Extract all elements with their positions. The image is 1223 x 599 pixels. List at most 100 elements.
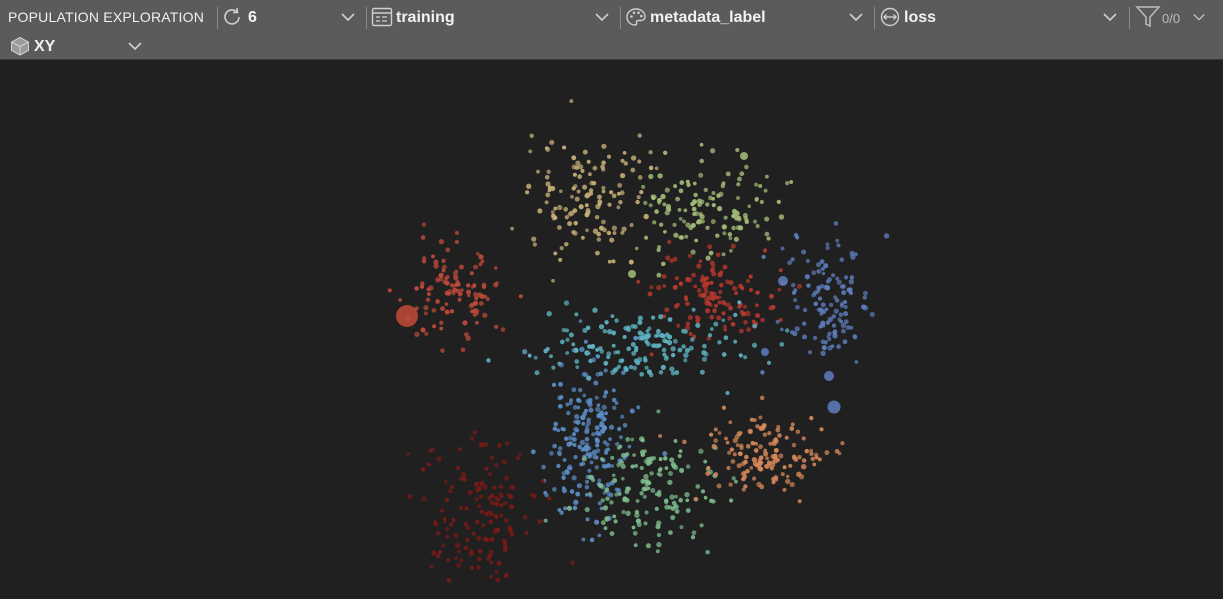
data-point[interactable] <box>525 190 530 195</box>
data-point[interactable] <box>545 192 551 198</box>
data-point[interactable] <box>560 426 565 431</box>
data-point[interactable] <box>820 339 826 345</box>
data-point[interactable] <box>445 247 451 253</box>
data-point[interactable] <box>414 331 420 338</box>
data-point[interactable] <box>643 356 647 360</box>
data-point[interactable] <box>719 282 724 288</box>
data-point[interactable] <box>843 304 848 310</box>
data-point[interactable] <box>612 514 617 519</box>
data-point[interactable] <box>688 332 693 336</box>
data-point[interactable] <box>667 479 673 486</box>
data-point[interactable] <box>754 441 758 446</box>
data-point[interactable] <box>414 286 419 291</box>
data-point[interactable] <box>476 535 482 541</box>
data-point[interactable] <box>844 275 849 280</box>
data-point[interactable] <box>764 231 770 237</box>
data-point[interactable] <box>718 289 723 295</box>
data-point[interactable] <box>617 491 622 496</box>
data-point[interactable] <box>657 173 663 179</box>
data-point[interactable] <box>790 257 795 262</box>
data-point[interactable] <box>656 492 662 498</box>
data-point[interactable] <box>439 277 444 282</box>
data-point[interactable] <box>570 560 575 566</box>
data-point[interactable] <box>761 254 766 259</box>
data-point[interactable] <box>802 321 807 326</box>
data-point[interactable] <box>460 288 464 292</box>
data-point[interactable] <box>711 196 716 201</box>
data-point[interactable] <box>664 466 669 470</box>
data-point[interactable] <box>467 489 473 496</box>
data-point[interactable] <box>451 517 456 523</box>
data-point[interactable] <box>644 339 649 344</box>
data-point[interactable] <box>755 303 759 308</box>
data-point[interactable] <box>630 155 637 161</box>
data-point[interactable] <box>775 319 780 324</box>
data-point[interactable] <box>685 464 691 469</box>
data-point[interactable] <box>686 182 691 188</box>
data-point[interactable] <box>564 328 570 333</box>
data-point[interactable] <box>707 244 713 250</box>
data-point[interactable] <box>454 239 460 245</box>
data-point[interactable] <box>600 164 605 170</box>
data-point[interactable] <box>768 441 773 446</box>
data-point[interactable] <box>728 305 733 311</box>
data-point[interactable] <box>553 206 558 211</box>
data-point[interactable] <box>713 321 719 327</box>
data-point[interactable] <box>577 387 583 393</box>
data-point[interactable] <box>438 272 444 278</box>
data-point[interactable] <box>461 472 467 477</box>
data-point[interactable] <box>611 473 616 478</box>
data-point[interactable] <box>650 315 656 320</box>
data-point[interactable] <box>549 354 553 359</box>
data-point[interactable] <box>630 437 635 442</box>
data-point[interactable] <box>466 283 471 288</box>
data-point[interactable] <box>620 158 625 163</box>
data-point[interactable] <box>537 208 543 214</box>
data-point[interactable] <box>440 306 445 312</box>
data-point[interactable] <box>621 509 626 515</box>
data-point[interactable] <box>731 476 736 481</box>
data-point[interactable] <box>684 347 690 353</box>
data-point[interactable] <box>585 228 589 233</box>
data-point[interactable] <box>575 160 581 166</box>
data-point[interactable] <box>791 290 797 295</box>
data-point[interactable] <box>606 447 611 452</box>
data-point[interactable] <box>801 464 807 470</box>
data-point[interactable] <box>791 454 797 459</box>
data-point[interactable] <box>716 193 721 198</box>
data-point[interactable] <box>568 441 574 446</box>
data-point[interactable] <box>815 289 821 294</box>
data-point[interactable] <box>705 255 711 261</box>
data-point[interactable] <box>503 573 509 579</box>
data-point[interactable] <box>650 487 656 494</box>
data-point[interactable] <box>486 557 491 562</box>
data-point[interactable] <box>604 320 609 325</box>
data-point[interactable] <box>420 467 426 472</box>
data-point[interactable] <box>618 459 625 466</box>
data-point[interactable] <box>725 390 730 396</box>
data-point[interactable] <box>717 340 722 345</box>
data-point[interactable] <box>611 330 616 335</box>
data-point[interactable] <box>462 320 468 326</box>
data-point[interactable] <box>711 203 716 208</box>
data-point[interactable] <box>469 271 474 276</box>
data-point[interactable] <box>463 545 469 551</box>
data-point[interactable] <box>626 326 632 333</box>
data-point[interactable] <box>744 454 749 460</box>
data-point[interactable] <box>499 513 504 518</box>
data-point[interactable] <box>619 190 625 196</box>
data-point[interactable] <box>821 271 826 276</box>
data-point[interactable] <box>667 239 672 244</box>
data-point[interactable] <box>571 186 576 191</box>
data-point[interactable] <box>489 455 494 460</box>
data-point[interactable] <box>518 452 523 457</box>
data-point[interactable] <box>700 489 706 494</box>
data-point[interactable] <box>801 436 806 441</box>
data-point[interactable] <box>492 485 497 490</box>
data-point[interactable] <box>699 199 705 205</box>
data-point[interactable] <box>759 395 765 401</box>
data-point[interactable] <box>717 300 722 305</box>
data-point[interactable] <box>658 466 663 471</box>
data-point[interactable] <box>656 532 662 538</box>
data-point[interactable] <box>625 510 631 516</box>
